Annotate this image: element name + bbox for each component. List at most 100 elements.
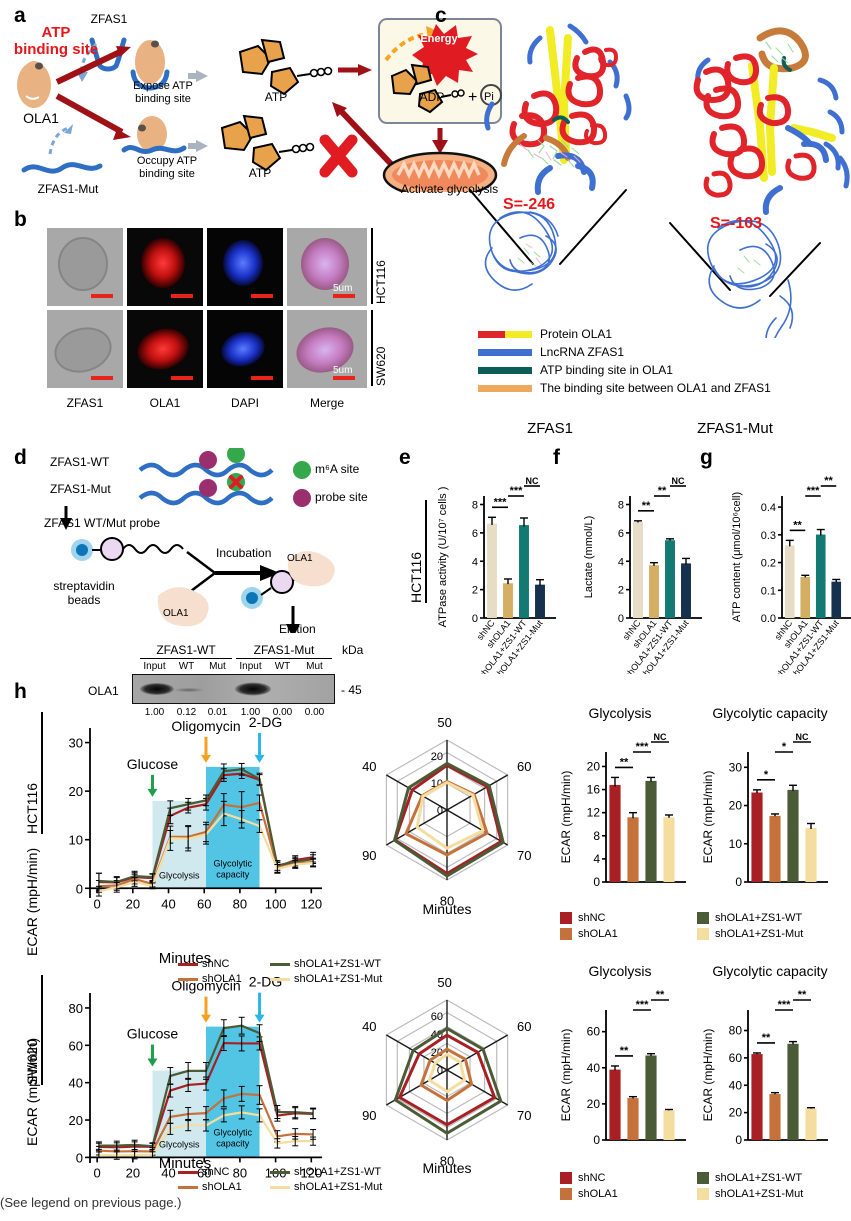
panel-d-incubation-label: Incubation bbox=[216, 546, 272, 560]
legend-sq-mut bbox=[697, 928, 709, 940]
svg-text:Glycolytic: Glycolytic bbox=[214, 858, 253, 868]
legend-sq-shnc-b bbox=[560, 1172, 572, 1184]
legend-text-wt-2: shOLA1+ZS1-WT bbox=[294, 1166, 382, 1178]
svg-text:6: 6 bbox=[618, 528, 624, 540]
legend-text-shola1-2: shOLA1 bbox=[202, 1181, 242, 1193]
radar-xlabel-sw620: Minutes bbox=[422, 1160, 472, 1176]
svg-text:80: 80 bbox=[729, 1024, 743, 1038]
panel-b-col-merge: Merge bbox=[309, 396, 344, 410]
legend-line-shola1 bbox=[178, 977, 198, 981]
panel-e-chart: 02468shNCshOLA1shOLA1+ZS1-WTshOLA1+ZS1-M… bbox=[437, 476, 556, 674]
svg-text:60: 60 bbox=[197, 896, 211, 911]
svg-text:**: ** bbox=[620, 756, 629, 768]
atp-top-label: ATP bbox=[264, 90, 288, 104]
svg-text:8: 8 bbox=[593, 829, 600, 843]
svg-text:0: 0 bbox=[735, 1133, 742, 1147]
svg-text:0: 0 bbox=[618, 613, 624, 625]
legend-swatch-red bbox=[478, 330, 505, 338]
svg-text:30: 30 bbox=[69, 736, 83, 751]
legend-sq-wt bbox=[697, 912, 709, 924]
svg-text:0.0: 0.0 bbox=[761, 613, 776, 625]
svg-text:16: 16 bbox=[587, 783, 601, 797]
panel-a-letter: a bbox=[14, 4, 26, 27]
zfas1-mut-label: ZFAS1-Mut bbox=[37, 182, 99, 196]
svg-text:20: 20 bbox=[69, 784, 83, 799]
panel-f-letter: f bbox=[553, 446, 560, 469]
panel-c-score-right: S=-103 bbox=[710, 215, 763, 232]
svg-text:40: 40 bbox=[69, 1076, 83, 1091]
svg-text:Oligomycin: Oligomycin bbox=[171, 978, 240, 994]
svg-text:6: 6 bbox=[472, 528, 478, 540]
legend-sq-shola1-b bbox=[560, 1188, 572, 1200]
panel-g-chart: 0.00.10.20.30.4shNCshOLA1shOLA1+ZS1-WTsh… bbox=[731, 475, 851, 674]
legend-item-mut: shOLA1+ZS1-Mut bbox=[270, 973, 382, 985]
legend-h-bars-bottom: shNC shOLA1 bbox=[560, 1172, 618, 1200]
legend-h-bars-bottom-right: shOLA1+ZS1-WT shOLA1+ZS1-Mut bbox=[697, 1172, 803, 1200]
svg-text:NC: NC bbox=[672, 476, 685, 486]
svg-text:0.2: 0.2 bbox=[761, 558, 776, 570]
svg-text:2: 2 bbox=[618, 585, 624, 597]
legend-item-shnc: shNC bbox=[178, 958, 270, 970]
legend-label-atp-site: ATP binding site in OLA1 bbox=[540, 363, 673, 377]
legend-sq-shola1 bbox=[560, 928, 572, 940]
radar-xlabel-hct116: Minutes bbox=[422, 901, 472, 917]
legend-swatch-teal bbox=[478, 366, 532, 374]
blot-lane-6: Mut bbox=[306, 661, 323, 672]
legend-text-wt: shOLA1+ZS1-WT bbox=[294, 958, 382, 970]
atp-binding-site-label: ATP binding site bbox=[13, 24, 99, 59]
svg-text:0.4: 0.4 bbox=[761, 502, 776, 514]
panel-h-cellline-hct116: HCT116 bbox=[24, 782, 40, 834]
adp-label: ADP bbox=[419, 90, 445, 104]
scalebar-label-sw620: 5um bbox=[333, 365, 353, 376]
panel-h-ylabel-hct116: ECAR (mpH/min) bbox=[24, 847, 40, 956]
blot-kda-label: kDa bbox=[342, 643, 364, 657]
blot-quant-3: 0.01 bbox=[207, 707, 228, 718]
svg-text:**: ** bbox=[658, 485, 667, 497]
svg-text:60: 60 bbox=[517, 759, 531, 774]
svg-text:0: 0 bbox=[472, 613, 478, 625]
legend-text-shnc: shNC bbox=[202, 958, 230, 970]
blot-group-mut: ZFAS1-Mut bbox=[236, 643, 332, 659]
svg-text:+: + bbox=[468, 89, 477, 106]
panel-d-wt-label: ZFAS1-WT bbox=[50, 455, 110, 469]
panel-d-m6a-label: m⁶A site bbox=[315, 462, 360, 476]
svg-text:**: ** bbox=[620, 1045, 629, 1057]
svg-text:10: 10 bbox=[729, 837, 743, 851]
svg-text:4: 4 bbox=[593, 852, 600, 866]
blot-quant-1: 1.00 bbox=[144, 707, 165, 718]
occupy-label: Occupy ATP binding site bbox=[136, 155, 198, 180]
title-hct116-glycolysis: Glycolysis bbox=[588, 705, 652, 721]
legend-sqtext-mut-b: shOLA1+ZS1-Mut bbox=[715, 1188, 804, 1200]
panel-b-col-dapi: DAPI bbox=[230, 396, 259, 410]
panel-d-probe-site-label: probe site bbox=[315, 490, 368, 504]
panel-c-model-right-label: ZFAS1-Mut bbox=[697, 420, 773, 437]
panel-d-letter: d bbox=[14, 446, 27, 469]
legend-item-binding-site: The binding site between OLA1 and ZFAS1 bbox=[478, 381, 771, 395]
panel-f-chart: 02468shNCshOLA1shOLA1+ZS1-WTshOLA1+ZS1-M… bbox=[583, 476, 702, 674]
panel-d-probe-label: ZFAS1 WT/Mut probe bbox=[44, 516, 161, 530]
panel-d-elution-label: Elution bbox=[279, 622, 316, 636]
svg-text:0: 0 bbox=[94, 896, 101, 911]
svg-text:8: 8 bbox=[472, 500, 478, 512]
legend-sq-item-wt: shOLA1+ZS1-WT bbox=[697, 912, 803, 924]
svg-text:120: 120 bbox=[300, 1165, 322, 1180]
legend-item-shnc-2: shNC bbox=[178, 1166, 270, 1178]
svg-text:ECAR (mpH/min): ECAR (mpH/min) bbox=[559, 1029, 573, 1122]
svg-text:20: 20 bbox=[587, 759, 601, 773]
svg-text:capacity: capacity bbox=[216, 869, 250, 879]
svg-text:80: 80 bbox=[233, 1165, 247, 1180]
bar-chart-hct116-capacity: 0102030shNCshOLA1shOLA1+ZS1-WTshOLA1+ZS1… bbox=[701, 732, 828, 889]
panel-h-xlabel-sw620: Minutes bbox=[158, 1155, 212, 1172]
svg-text:60: 60 bbox=[69, 1038, 83, 1053]
panel-g-letter: g bbox=[700, 446, 713, 469]
svg-text:80: 80 bbox=[440, 893, 454, 908]
svg-text:8: 8 bbox=[618, 500, 624, 512]
activate-glycolysis-label: Activate glycolysis bbox=[400, 182, 499, 196]
panel-b-row-sw620: SW620 bbox=[374, 346, 388, 386]
svg-text:ECAR (mpH/min): ECAR (mpH/min) bbox=[701, 771, 715, 864]
panel-d-beads-label: streptavidin beads bbox=[53, 579, 115, 607]
legend-label-lncrna: LncRNA ZFAS1 bbox=[540, 345, 625, 359]
svg-text:20: 20 bbox=[729, 1106, 743, 1120]
line-chart-hct116: 0 10 20 30 0 20 40 60 80 100 120 Glycolysis Glycolyt… bbox=[69, 714, 323, 911]
panel-h-letter: h bbox=[14, 680, 27, 703]
